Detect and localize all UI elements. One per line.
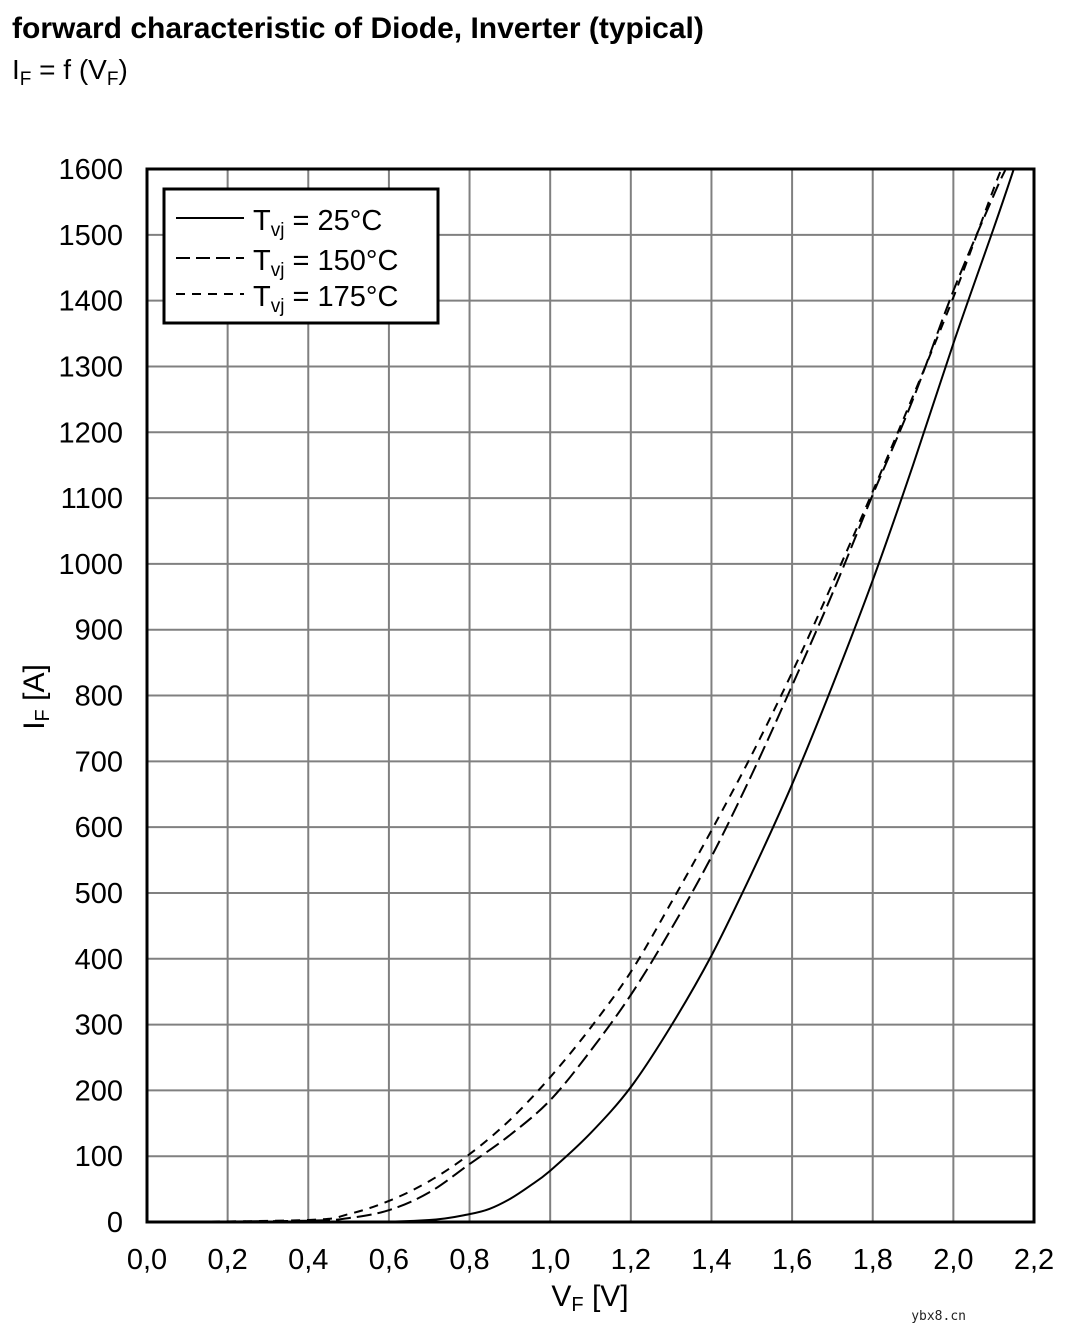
x-axis-unit: [V] [584, 1280, 629, 1313]
y-axis-sub: F [32, 709, 54, 721]
x-axis-title: VF [V] [551, 1280, 628, 1316]
y-tick-label: 600 [75, 812, 123, 844]
legend-25c-main: T [253, 205, 271, 237]
x-tick-label: 1,4 [691, 1244, 731, 1276]
x-tick-label: 1,8 [853, 1244, 893, 1276]
legend-25c-rest: = 25°C [284, 205, 382, 237]
x-tick-label: 2,0 [933, 1244, 973, 1276]
y-tick-label: 1000 [58, 549, 123, 581]
y-tick-label: 1200 [58, 417, 123, 449]
watermark: ybx8.cn [911, 1309, 966, 1324]
x-tick-label: 0,4 [288, 1244, 328, 1276]
x-tick-label: 1,6 [772, 1244, 812, 1276]
y-tick-label: 200 [75, 1075, 123, 1107]
legend-label-175c: Tvj = 175°C [253, 281, 398, 317]
x-axis-sub: F [571, 1294, 583, 1316]
curve-tvj-175c [146, 168, 1003, 1223]
x-tick-label: 1,0 [530, 1244, 570, 1276]
x-tick-labels: 0,0 0,2 0,4 0,6 0,8 1,0 1,2 1,4 1,6 1,8 2,0 2,2 [127, 1244, 1054, 1276]
x-tick-label: 0,8 [449, 1244, 489, 1276]
y-tick-label: 1500 [58, 220, 123, 252]
curve-tvj-150c [146, 168, 1007, 1223]
chart-subtitle: IF = f (VF) [12, 54, 128, 90]
y-axis-main: I [18, 721, 51, 729]
y-tick-label: 1400 [58, 286, 123, 318]
legend-box [162, 187, 440, 325]
y-axis-unit: [A] [18, 664, 51, 709]
legend-150c-main: T [253, 245, 271, 277]
y-tick-label: 800 [75, 681, 123, 713]
legend-175c-sub: vj [271, 296, 285, 317]
subtitle-mid: = f (V [31, 54, 107, 85]
subtitle-sub2: F [106, 69, 119, 90]
plot-frame [145, 167, 1036, 1224]
y-tick-label: 0 [107, 1207, 123, 1239]
legend-175c-main: T [253, 281, 271, 313]
x-tick-label: 0,0 [127, 1244, 167, 1276]
y-tick-labels: 0 100 200 300 400 500 600 700 800 900 1000 1100 1200… [58, 154, 123, 1239]
x-tick-label: 2,2 [1014, 1244, 1054, 1276]
legend-175c-rest: = 175°C [284, 281, 398, 313]
y-tick-label: 1600 [58, 154, 123, 186]
curves [146, 168, 1015, 1224]
legend-label-150c: Tvj = 150°C [253, 245, 398, 281]
x-axis-main: V [551, 1280, 571, 1313]
y-tick-label: 900 [75, 615, 123, 647]
y-tick-label: 100 [75, 1141, 123, 1173]
y-tick-label: 1100 [61, 483, 123, 515]
x-tick-label: 0,2 [207, 1244, 247, 1276]
grid [146, 168, 1035, 1223]
curve-tvj-25c [146, 168, 1015, 1224]
y-tick-label: 400 [75, 944, 123, 976]
y-tick-label: 300 [75, 1010, 123, 1042]
y-tick-label: 500 [75, 878, 123, 910]
y-tick-label: 1300 [58, 351, 123, 383]
y-tick-label: 700 [75, 746, 123, 778]
x-tick-label: 0,6 [369, 1244, 409, 1276]
legend-150c-rest: = 150°C [284, 245, 398, 277]
x-tick-label: 1,2 [611, 1244, 651, 1276]
subtitle-sub1: F [19, 69, 32, 90]
legend-label-25c: Tvj = 25°C [253, 205, 382, 241]
legend-25c-sub: vj [271, 220, 285, 241]
legend-150c-sub: vj [271, 260, 285, 281]
legend: Tvj = 25°C Tvj = 150°C Tvj = 175°C [162, 187, 440, 325]
subtitle-prefix: I [12, 54, 20, 85]
chart-title: forward characteristic of Diode, Inverte… [12, 12, 704, 45]
y-axis-title: IF [A] [18, 664, 54, 730]
subtitle-suffix: ) [118, 54, 128, 85]
